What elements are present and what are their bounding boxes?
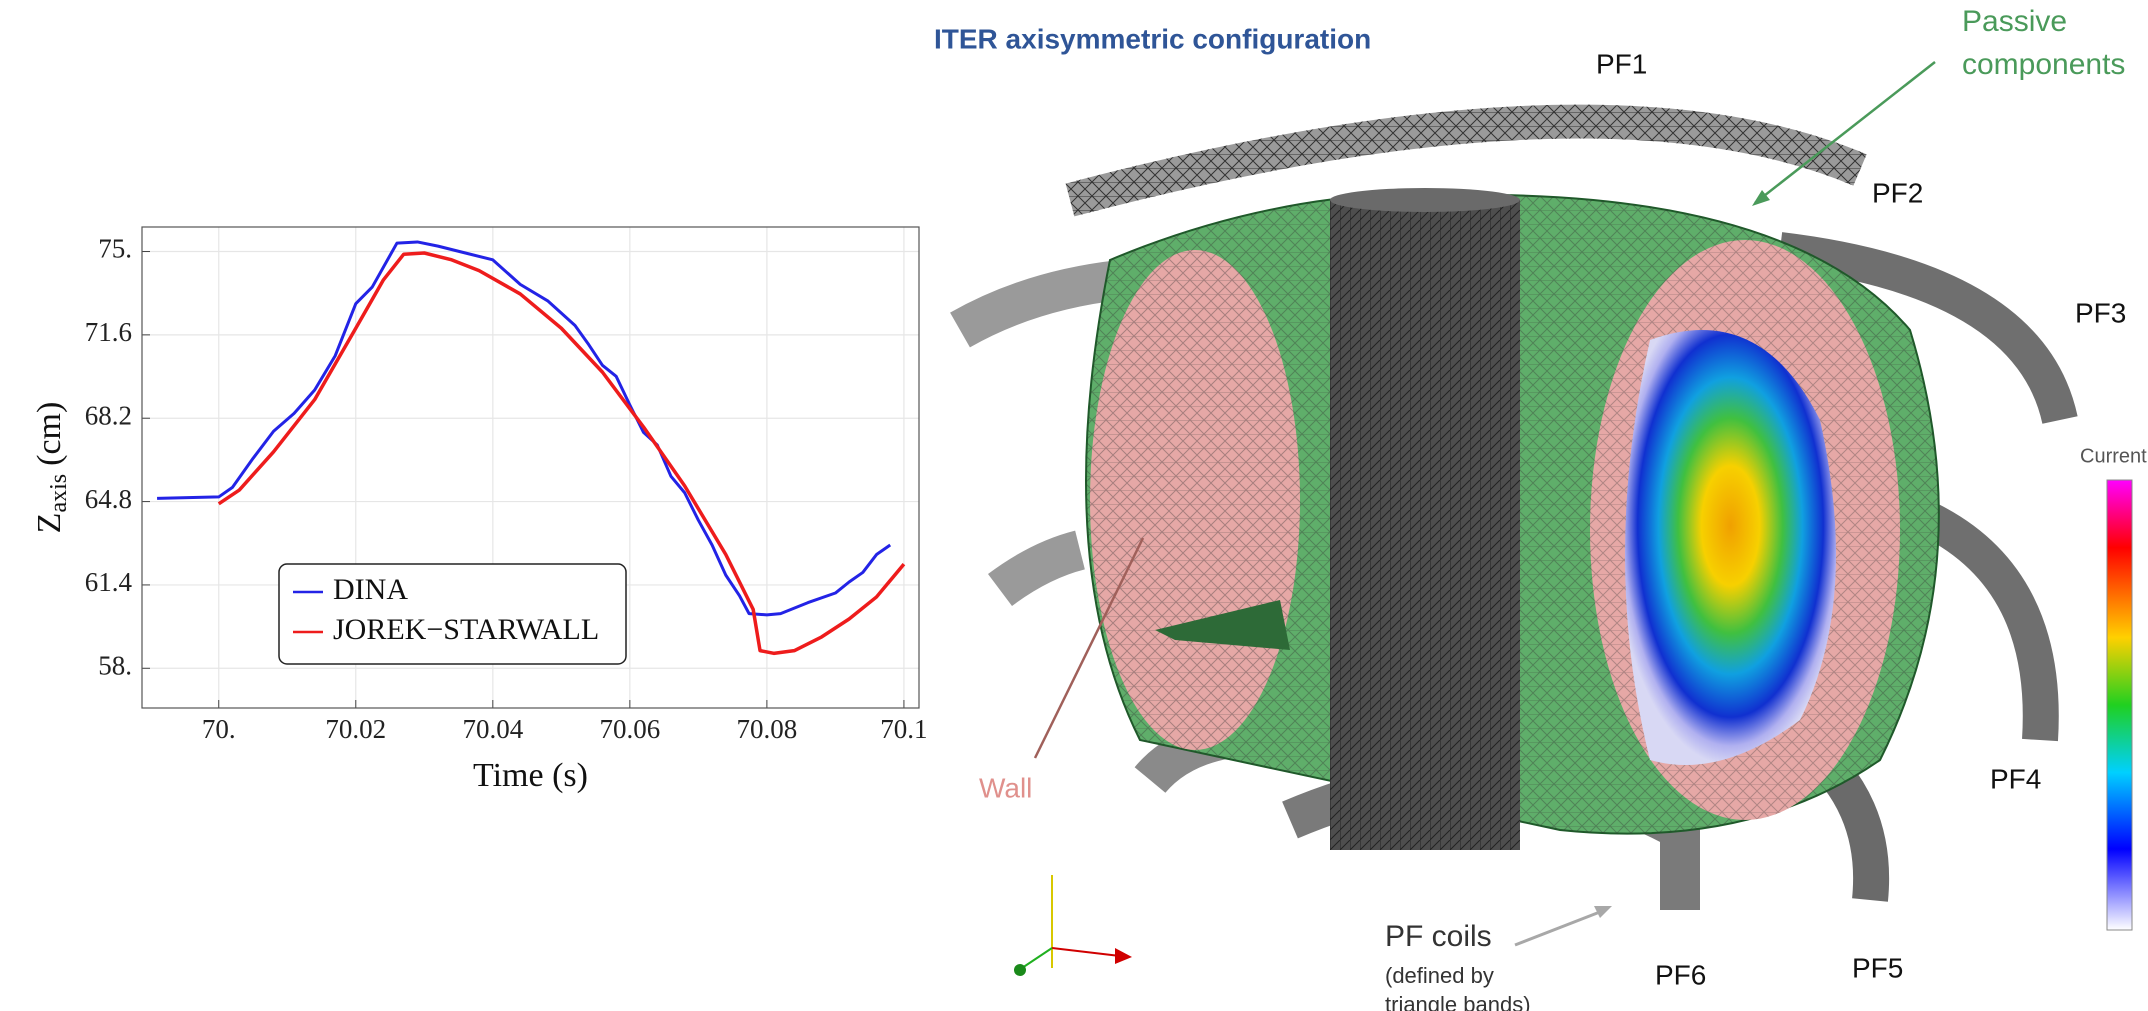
pf4-coil <box>1930 520 2041 740</box>
pf-label: PF5 <box>1852 952 1903 983</box>
pf1-mesh <box>1070 122 1860 200</box>
y-tick-label: 58. <box>98 650 132 680</box>
pf3-left <box>960 280 1120 330</box>
figure-title: ITER axisymmetric configuration <box>934 23 1371 54</box>
colorbar <box>2107 480 2132 930</box>
plasma <box>1625 330 1836 765</box>
y-tick-label: 64.8 <box>85 484 132 514</box>
iter-render <box>960 62 2132 976</box>
y-axis-label-sub: axis <box>46 474 72 513</box>
y-axis-label: Zaxis (cm) <box>31 402 72 534</box>
x-tick-label: 70.1 <box>880 714 927 744</box>
x-axis-label: Time (s) <box>473 757 588 794</box>
x-tick-label: 70.04 <box>462 714 523 744</box>
coils-note: triangle bands) <box>1385 992 1531 1011</box>
wall-left-mesh <box>1090 250 1300 750</box>
axis-x-head <box>1115 948 1132 964</box>
wall-label: Wall <box>979 772 1032 803</box>
y-axis-label-main: Z <box>31 513 68 534</box>
pf-label: PF4 <box>1990 763 2041 794</box>
colorbar-title: Current <box>2080 445 2147 467</box>
pf-label: PF2 <box>1872 177 1923 208</box>
legend-label: JOREK−STARWALL <box>333 613 599 646</box>
pf-label: PF3 <box>2075 297 2126 328</box>
coils-note: (defined by <box>1385 963 1494 988</box>
y-tick-label: 61.4 <box>85 567 133 597</box>
pf-label: PF6 <box>1655 959 1706 990</box>
x-tick-label: 70.06 <box>599 714 660 744</box>
y-tick-label: 68.2 <box>85 400 132 430</box>
passive-label: components <box>1962 48 2125 81</box>
coils-arrow <box>1515 910 1605 945</box>
coils-label: PF coils <box>1385 920 1492 953</box>
y-axis-label-unit: (cm) <box>31 402 68 466</box>
x-tick-label: 70.08 <box>737 714 798 744</box>
pf4-left <box>1000 550 1080 590</box>
solenoid-mesh <box>1330 200 1520 850</box>
y-tick-label: 75. <box>98 234 132 264</box>
legend-label: DINA <box>333 573 408 606</box>
figure: ITER axisymmetric configuration PF1 PF2 … <box>0 0 2148 1011</box>
axis-y <box>1022 948 1052 968</box>
pf-label: PF1 <box>1596 48 1647 79</box>
x-tick-label: 70. <box>202 714 236 744</box>
axis-origin <box>1014 964 1026 976</box>
x-tick-label: 70.02 <box>325 714 386 744</box>
axis-x <box>1052 948 1120 956</box>
page: ITER axisymmetric configuration PF1 PF2 … <box>0 0 2148 1011</box>
y-tick-label: 71.6 <box>85 317 132 347</box>
line-chart: 70. 70.02 70.04 70.06 70.08 70.1 58. 61.4 64.8 68… <box>31 227 928 794</box>
solenoid-top <box>1330 188 1520 212</box>
passive-label: Passive <box>1962 5 2067 38</box>
